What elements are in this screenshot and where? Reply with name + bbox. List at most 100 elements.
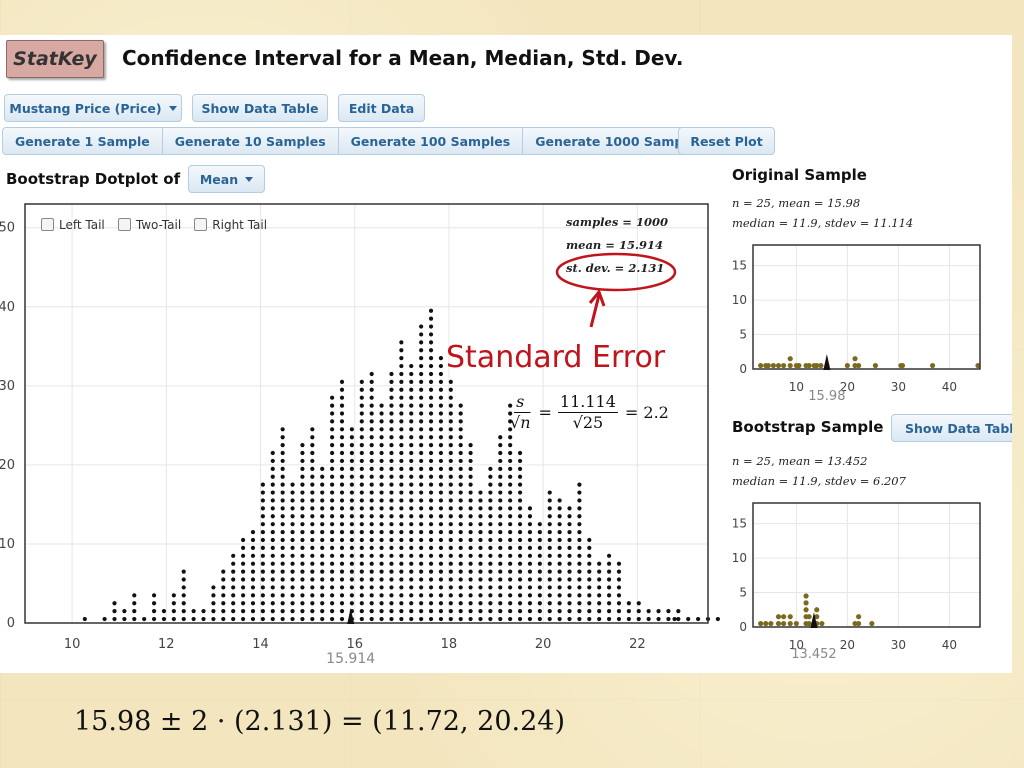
boot-dots: [758, 593, 875, 627]
dataset-dropdown[interactable]: Mustang Price (Price): [4, 94, 182, 122]
dot: [389, 450, 394, 456]
dot: [379, 601, 384, 606]
dot: [389, 577, 394, 582]
dot: [389, 561, 394, 566]
dot: [409, 569, 414, 574]
dot: [468, 593, 473, 598]
main-tick-labels: 10 12 14 16 18 20 22 0 10 20 30 40 50: [0, 221, 646, 652]
dot: [488, 514, 493, 519]
dot: [409, 403, 414, 408]
generate-1-sample-button[interactable]: Generate 1 Sample: [2, 127, 163, 155]
dot: [517, 458, 523, 464]
dot: [803, 593, 809, 599]
dot: [389, 427, 394, 432]
two-tail-checkbox[interactable]: Two-Tail: [117, 218, 181, 232]
dot: [211, 616, 216, 622]
dot: [260, 498, 265, 503]
dot: [290, 593, 295, 598]
statkey-logo[interactable]: StatKey: [6, 40, 104, 78]
generate-100-samples-button[interactable]: Generate 100 Samples: [338, 127, 524, 155]
dot: [359, 435, 364, 440]
dot: [656, 609, 661, 614]
original-sample-chart: 10 20 30 40 0 5 10 15 15.98: [732, 244, 981, 404]
right-tail-checkbox[interactable]: Right Tail: [194, 218, 267, 232]
dot: [379, 514, 384, 519]
dot: [250, 609, 256, 614]
dot: [399, 616, 404, 622]
dot: [488, 474, 493, 479]
dot: [320, 514, 325, 519]
dot: [517, 553, 523, 558]
dot: [389, 387, 394, 392]
dot: [349, 435, 354, 440]
dot: [787, 362, 793, 369]
dot: [369, 577, 374, 582]
generate-10-samples-button[interactable]: Generate 10 Samples: [162, 127, 339, 155]
dot: [221, 593, 226, 598]
dot: [320, 522, 325, 527]
dot: [359, 577, 364, 582]
dot: [300, 522, 305, 527]
dot: [320, 537, 325, 543]
dot: [339, 435, 345, 440]
dot: [310, 443, 315, 448]
dot: [428, 616, 434, 622]
dot: [768, 620, 774, 627]
edit-data-button[interactable]: Edit Data: [338, 94, 425, 122]
dot: [793, 620, 799, 627]
dot: [339, 458, 345, 464]
dot: [508, 616, 513, 622]
dot: [330, 427, 335, 432]
show-data-table-button[interactable]: Show Data Table: [192, 94, 328, 122]
dot: [359, 482, 364, 487]
dot: [290, 561, 295, 566]
dot: [419, 569, 424, 574]
dot: [122, 616, 127, 622]
dot: [280, 514, 285, 519]
dot: [488, 593, 493, 598]
dot: [508, 553, 513, 558]
dot: [547, 490, 552, 495]
dot: [577, 609, 582, 614]
dot: [359, 506, 364, 511]
dot: [290, 490, 295, 495]
dot: [577, 561, 582, 566]
dot: [498, 529, 503, 535]
dot: [844, 362, 850, 369]
left-tail-checkbox[interactable]: Left Tail: [41, 218, 105, 232]
dot: [270, 601, 275, 606]
dot: [478, 545, 483, 550]
dot: [517, 593, 523, 598]
dot: [448, 435, 453, 440]
dot: [240, 553, 246, 558]
reset-plot-button[interactable]: Reset Plot: [678, 127, 775, 155]
dot: [349, 529, 354, 535]
dot: [488, 577, 493, 582]
dot: [310, 593, 315, 598]
dot: [468, 609, 473, 614]
dot: [310, 458, 315, 464]
dot: [818, 362, 824, 369]
dot: [567, 553, 572, 558]
dot: [290, 616, 295, 622]
statistic-dropdown[interactable]: Mean: [188, 165, 265, 193]
dot: [448, 545, 453, 550]
dot: [369, 466, 374, 471]
dot: [537, 537, 542, 543]
dot: [379, 411, 384, 416]
dot: [280, 577, 285, 582]
dot: [369, 403, 374, 408]
dot: [221, 577, 226, 582]
dot: [359, 537, 364, 543]
dot: [320, 498, 325, 503]
dot: [369, 474, 374, 479]
dot: [458, 561, 463, 566]
dot: [419, 419, 424, 424]
dot: [300, 514, 305, 519]
dot: [527, 514, 533, 519]
bootstrap-show-data-table-button[interactable]: Show Data Table: [891, 414, 1012, 442]
dot: [359, 514, 364, 519]
dot: [280, 506, 285, 511]
dot: [320, 601, 325, 606]
dot: [448, 553, 453, 558]
